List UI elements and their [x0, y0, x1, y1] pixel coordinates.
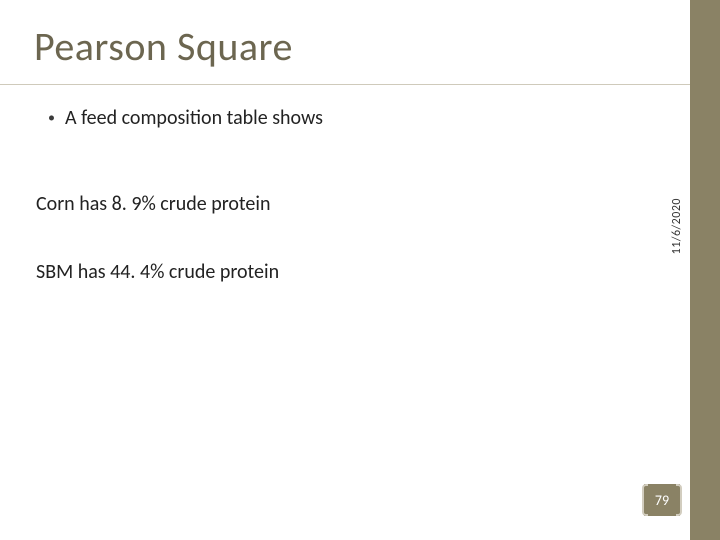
bracket-right-icon — [676, 484, 682, 516]
accent-sidebar — [690, 0, 720, 540]
title-area: Pearson Square — [34, 22, 293, 71]
date-vertical: 11/6/2020 — [670, 198, 684, 254]
bracket-left-icon — [642, 484, 648, 516]
page-number: 79 — [655, 492, 669, 509]
bullet-item: • A feed composition table shows — [48, 106, 323, 130]
bullet-text: A feed composition table shows — [65, 106, 323, 130]
title-divider — [0, 84, 690, 85]
body-line-1: Corn has 8. 9% crude protein — [36, 192, 270, 216]
slide-title: Pearson Square — [34, 22, 293, 71]
bullet-marker: • — [48, 111, 55, 125]
page-number-badge: 79 — [644, 484, 680, 516]
body-line-2: SBM has 44. 4% crude protein — [36, 260, 279, 284]
